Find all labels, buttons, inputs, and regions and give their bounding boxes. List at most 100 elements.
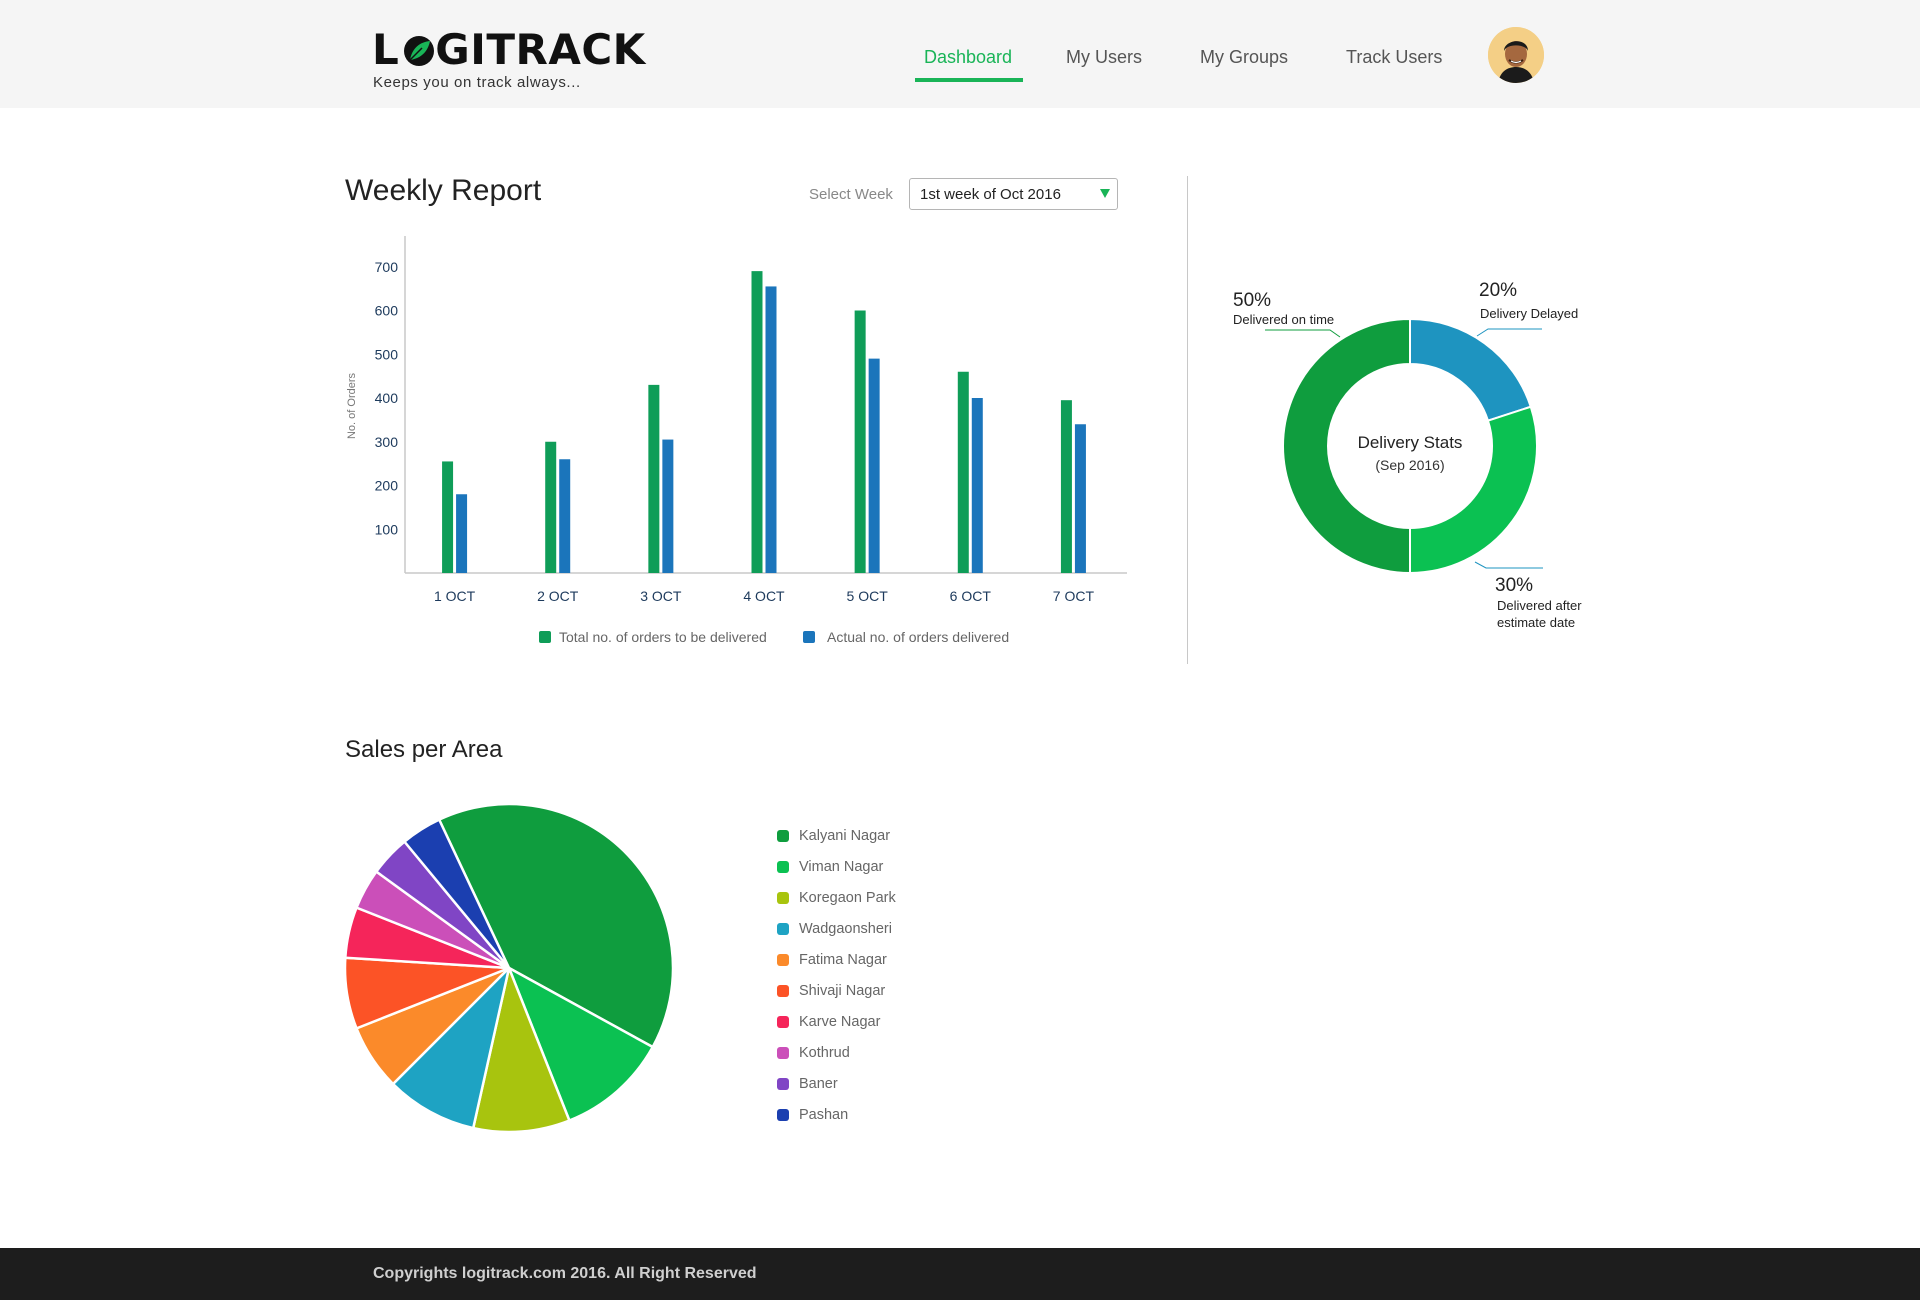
pie-legend-swatch (777, 1078, 789, 1090)
pie-legend-label: Baner (799, 1076, 838, 1092)
pie-legend-item: Kalyani Nagar (777, 828, 977, 859)
nav-my-groups[interactable]: My Groups (1200, 47, 1289, 67)
pie-legend-label: Viman Nagar (799, 859, 884, 875)
pie-legend-swatch (777, 892, 789, 904)
legend-label-actual: Actual no. of orders delivered (827, 629, 1010, 645)
nav-dashboard[interactable]: Dashboard (924, 47, 1013, 67)
after-estimate-label: Delivered after estimate date (1497, 598, 1582, 630)
pie-slice (391, 966, 511, 1130)
y-tick-label: 200 (375, 478, 399, 494)
pie-slice (471, 966, 571, 1134)
dropdown-arrow-icon (1100, 189, 1110, 198)
sales-pie-legend: Kalyani Nagar Viman Nagar Koregaon Park Wad… (777, 828, 977, 1138)
legend-total-orders: Total no. of orders to be delivered (539, 629, 767, 645)
pie-legend-item: Pashan (777, 1107, 977, 1138)
week-select-value: 1st week of Oct 2016 (920, 186, 1061, 203)
footer-copyright: Copyrights logitrack.com 2016. All Right… (373, 1265, 757, 1282)
x-tick-label: 1 OCT (434, 588, 476, 604)
logo-tagline: Keeps you on track always... (373, 74, 581, 91)
nav-my-users[interactable]: My Users (1066, 47, 1142, 67)
weekly-bar-chart: 100 200 300 400 500 600 700 No. of Orders 1 OCT 2… (346, 236, 1127, 604)
delivery-stats-donut (1282, 317, 1538, 575)
pie-legend-item: Wadgaonsheri (777, 921, 977, 952)
pie-legend-swatch (777, 1016, 789, 1028)
bar-total-orders (854, 310, 866, 573)
pie-legend-item: Karve Nagar (777, 1014, 977, 1045)
pie-legend-swatch (777, 985, 789, 997)
pie-legend-item: Shivaji Nagar (777, 983, 977, 1014)
sales-pie-chart (343, 802, 675, 1134)
y-axis-label: No. of Orders (346, 372, 358, 439)
pie-legend-label: Wadgaonsheri (799, 921, 892, 937)
pie-legend-item: Fatima Nagar (777, 952, 977, 983)
legend-swatch-actual (803, 631, 815, 643)
pie-legend-label: Shivaji Nagar (799, 983, 886, 999)
y-tick-label: 400 (375, 390, 399, 406)
pie-legend-label: Kothrud (799, 1045, 850, 1061)
pie-legend-item: Baner (777, 1076, 977, 1107)
y-tick-label: 100 (375, 521, 399, 537)
weekly-report-title: Weekly Report (345, 174, 542, 207)
bar-actual-orders (662, 439, 674, 573)
pie-slice (403, 818, 511, 970)
bar-total-orders (1060, 400, 1072, 573)
pie-legend-label: Kalyani Nagar (799, 828, 891, 844)
logo-text-right: GITRACK (435, 25, 646, 74)
pie-legend-swatch (777, 923, 789, 935)
user-avatar[interactable] (1488, 27, 1544, 83)
x-tick-label: 2 OCT (537, 588, 579, 604)
pie-slice (507, 966, 654, 1122)
delayed-pct: 20% (1479, 280, 1518, 301)
donut-slice (1409, 405, 1538, 575)
bar-total-orders (442, 461, 454, 573)
bar-total-orders (751, 271, 763, 573)
legend-swatch-total (539, 631, 551, 643)
bar-actual-orders (456, 494, 468, 573)
x-tick-label: 6 OCT (950, 588, 992, 604)
logitrack-logo[interactable]: L GITRACK Keeps you on track always... (372, 26, 672, 96)
pie-legend-label: Fatima Nagar (799, 952, 887, 968)
sales-per-area-title: Sales per Area (345, 736, 503, 763)
legend-label-total: Total no. of orders to be delivered (559, 629, 767, 645)
top-header: L GITRACK Keeps you on track always... Da… (0, 0, 1920, 108)
x-tick-label: 7 OCT (1053, 588, 1095, 604)
bar-total-orders (957, 371, 969, 573)
x-tick-label: 3 OCT (640, 588, 682, 604)
y-tick-label: 500 (375, 346, 399, 362)
pie-slice (437, 802, 675, 1049)
select-week-label: Select Week (809, 186, 893, 203)
pie-legend-swatch (777, 830, 789, 842)
pie-legend-label: Karve Nagar (799, 1014, 881, 1030)
bar-total-orders (648, 384, 660, 573)
on-time-pct: 50% (1233, 290, 1272, 311)
logo-text-left: L (372, 25, 400, 74)
x-tick-label: 4 OCT (743, 588, 785, 604)
pie-legend-item: Koregaon Park (777, 890, 977, 921)
pie-legend-swatch (777, 1109, 789, 1121)
bar-actual-orders (1074, 424, 1086, 573)
user-avatar-icon (1488, 27, 1544, 83)
bar-actual-orders (765, 286, 777, 573)
donut-slice (1409, 317, 1533, 422)
week-select-dropdown[interactable]: 1st week of Oct 2016 (909, 178, 1118, 210)
pie-legend-swatch (777, 861, 789, 873)
delayed-label: Delivery Delayed (1480, 306, 1579, 321)
pie-legend-swatch (777, 1047, 789, 1059)
on-time-label: Delivered on time (1233, 312, 1335, 327)
legend-actual-orders: Actual no. of orders delivered (803, 629, 1009, 645)
page-footer: Copyrights logitrack.com 2016. All Right… (0, 1248, 1920, 1300)
pie-legend-item: Viman Nagar (777, 859, 977, 890)
pie-legend-label: Koregaon Park (799, 890, 896, 906)
bar-actual-orders (971, 398, 983, 573)
after-estimate-pct: 30% (1495, 575, 1534, 596)
nav-track-users[interactable]: Track Users (1346, 47, 1443, 67)
bar-actual-orders (868, 358, 880, 573)
logo-leaf-icon (404, 36, 434, 66)
donut-slice (1282, 317, 1411, 575)
y-tick-label: 600 (375, 303, 399, 319)
section-divider (1187, 176, 1188, 664)
bar-total-orders (545, 441, 557, 573)
pie-legend-label: Pashan (799, 1107, 849, 1123)
donut-center-subtitle: (Sep 2016) (1375, 457, 1445, 473)
